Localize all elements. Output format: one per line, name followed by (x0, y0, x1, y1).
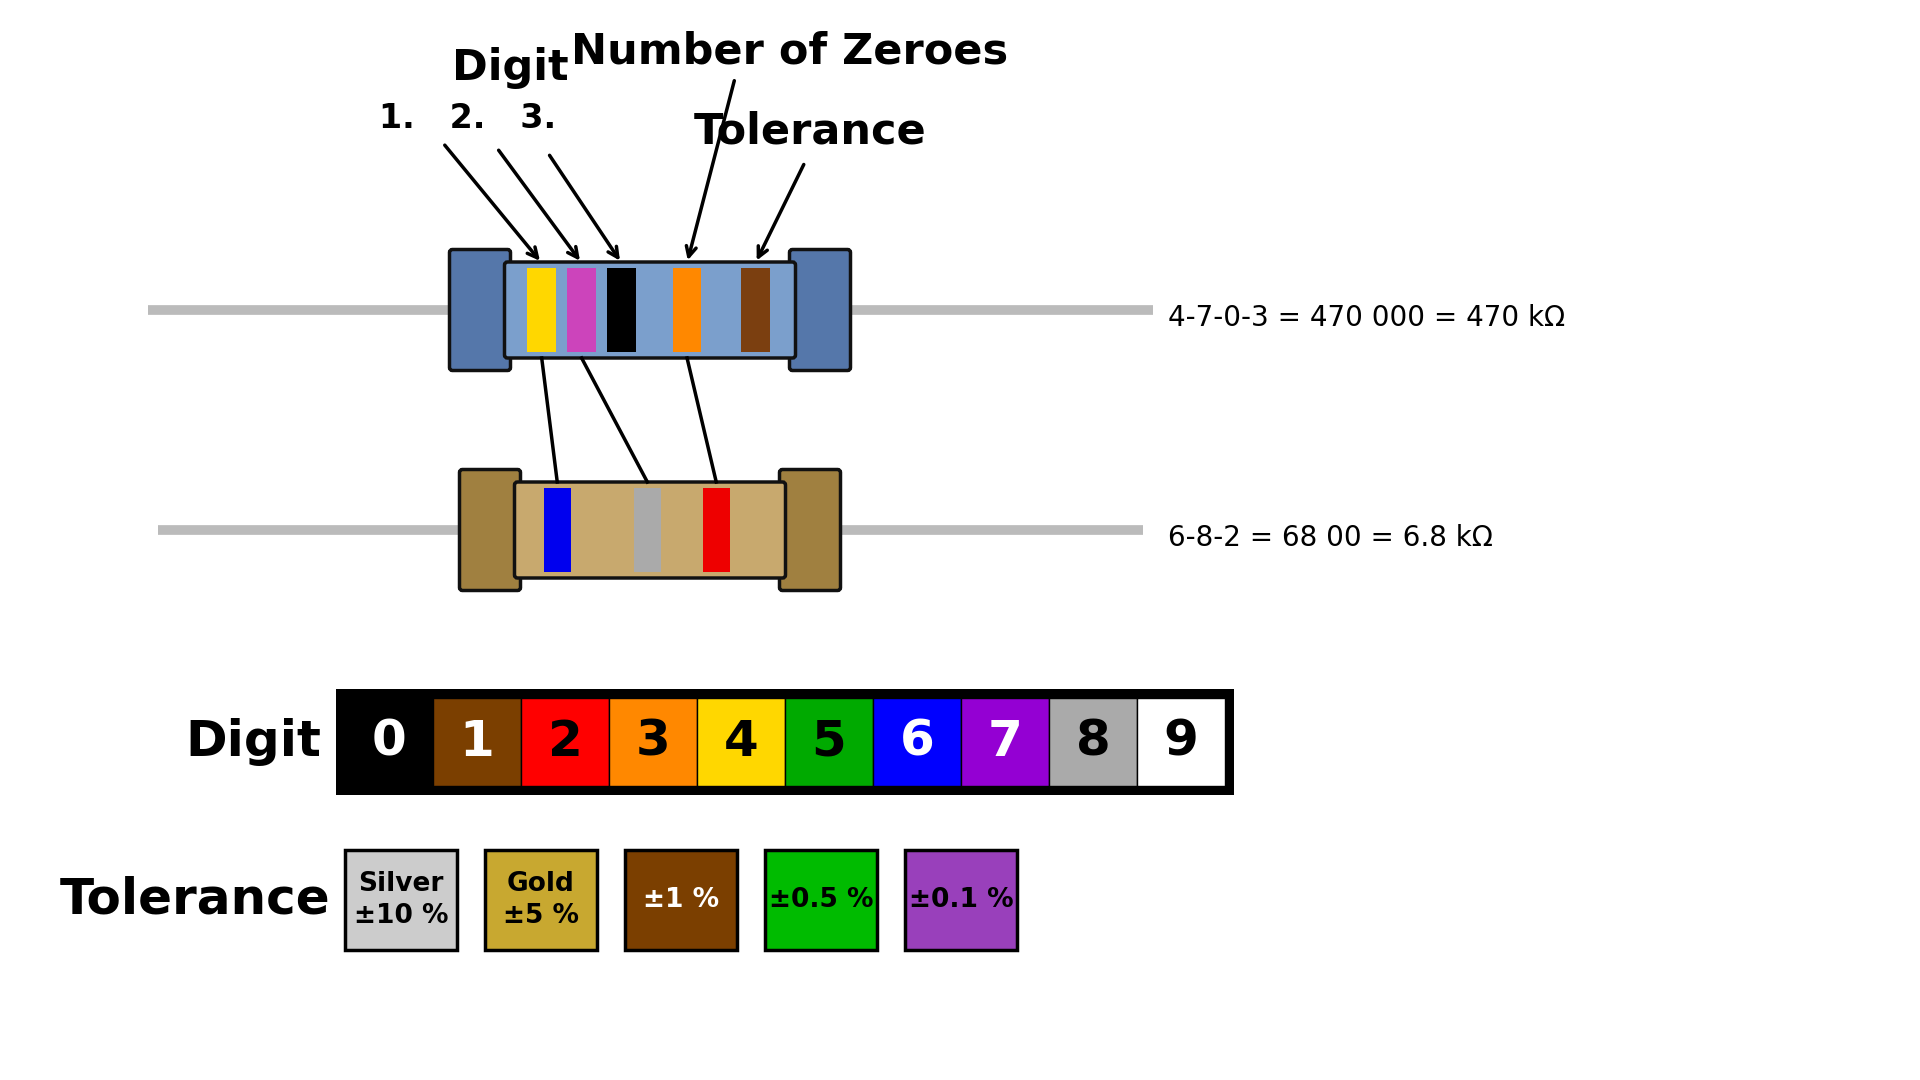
Bar (634, 488, 660, 572)
Text: ±0.1 %: ±0.1 % (908, 887, 1014, 913)
Bar (962, 698, 1048, 786)
FancyBboxPatch shape (346, 850, 457, 950)
FancyBboxPatch shape (904, 850, 1018, 950)
FancyBboxPatch shape (789, 249, 851, 370)
Text: Tolerance: Tolerance (693, 111, 925, 153)
Text: Tolerance: Tolerance (60, 876, 330, 924)
Text: 1: 1 (459, 718, 495, 766)
Text: 6-8-2 = 68 00 = 6.8 kΩ: 6-8-2 = 68 00 = 6.8 kΩ (1167, 524, 1492, 552)
FancyBboxPatch shape (505, 262, 795, 357)
Bar (874, 698, 962, 786)
Bar (785, 698, 874, 786)
FancyBboxPatch shape (764, 850, 877, 950)
Text: 4: 4 (724, 718, 758, 766)
Bar (346, 698, 434, 786)
Bar (741, 268, 770, 352)
Bar (672, 268, 701, 352)
FancyBboxPatch shape (780, 470, 841, 591)
FancyBboxPatch shape (449, 249, 511, 370)
FancyBboxPatch shape (486, 850, 597, 950)
Bar (336, 689, 1235, 795)
Text: Digit: Digit (184, 718, 321, 766)
Bar (703, 488, 730, 572)
Text: 8: 8 (1075, 718, 1110, 766)
FancyBboxPatch shape (459, 470, 520, 591)
Text: ±0.5 %: ±0.5 % (768, 887, 874, 913)
Text: 9: 9 (1164, 718, 1198, 766)
Bar (1137, 698, 1225, 786)
Bar (520, 698, 609, 786)
Text: 7: 7 (987, 718, 1023, 766)
Text: Number of Zeroes: Number of Zeroes (572, 31, 1008, 73)
Bar (697, 698, 785, 786)
Text: 0: 0 (372, 718, 407, 766)
Text: 4-7-0-3 = 470 000 = 470 kΩ: 4-7-0-3 = 470 000 = 470 kΩ (1167, 303, 1565, 332)
Text: 2: 2 (547, 718, 582, 766)
Bar (607, 268, 636, 352)
Text: Silver
±10 %: Silver ±10 % (353, 870, 447, 929)
Text: ±1 %: ±1 % (643, 887, 720, 913)
Bar (528, 268, 557, 352)
Text: Gold
±5 %: Gold ±5 % (503, 870, 580, 929)
Bar (543, 488, 570, 572)
Text: 1.   2.   3.: 1. 2. 3. (380, 102, 557, 135)
Text: Digit: Digit (451, 48, 568, 89)
Bar (609, 698, 697, 786)
Bar (566, 268, 595, 352)
Text: 3: 3 (636, 718, 670, 766)
FancyBboxPatch shape (515, 482, 785, 578)
Text: 5: 5 (812, 718, 847, 766)
Text: 6: 6 (900, 718, 935, 766)
FancyBboxPatch shape (626, 850, 737, 950)
Bar (434, 698, 520, 786)
Bar (1048, 698, 1137, 786)
